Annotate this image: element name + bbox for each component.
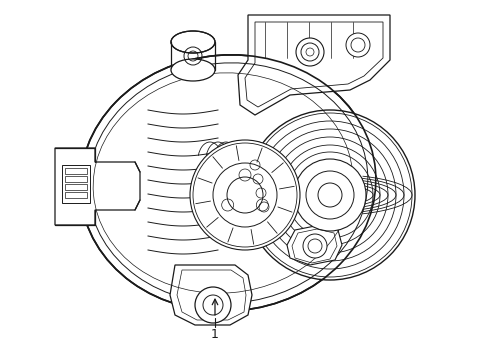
- Polygon shape: [55, 148, 140, 225]
- Polygon shape: [238, 15, 390, 115]
- Bar: [65, 192, 87, 198]
- Polygon shape: [170, 265, 252, 325]
- Circle shape: [195, 287, 231, 323]
- Circle shape: [294, 159, 366, 231]
- Ellipse shape: [171, 31, 215, 53]
- Text: 1: 1: [211, 328, 219, 342]
- Circle shape: [190, 140, 300, 250]
- Ellipse shape: [171, 59, 215, 81]
- Circle shape: [296, 38, 324, 66]
- Circle shape: [245, 110, 415, 280]
- Polygon shape: [287, 225, 342, 265]
- Bar: [65, 176, 87, 182]
- Bar: [65, 168, 87, 174]
- Circle shape: [303, 234, 327, 258]
- Ellipse shape: [80, 55, 376, 311]
- Circle shape: [346, 33, 370, 57]
- Bar: [62, 165, 90, 203]
- Bar: [65, 184, 87, 190]
